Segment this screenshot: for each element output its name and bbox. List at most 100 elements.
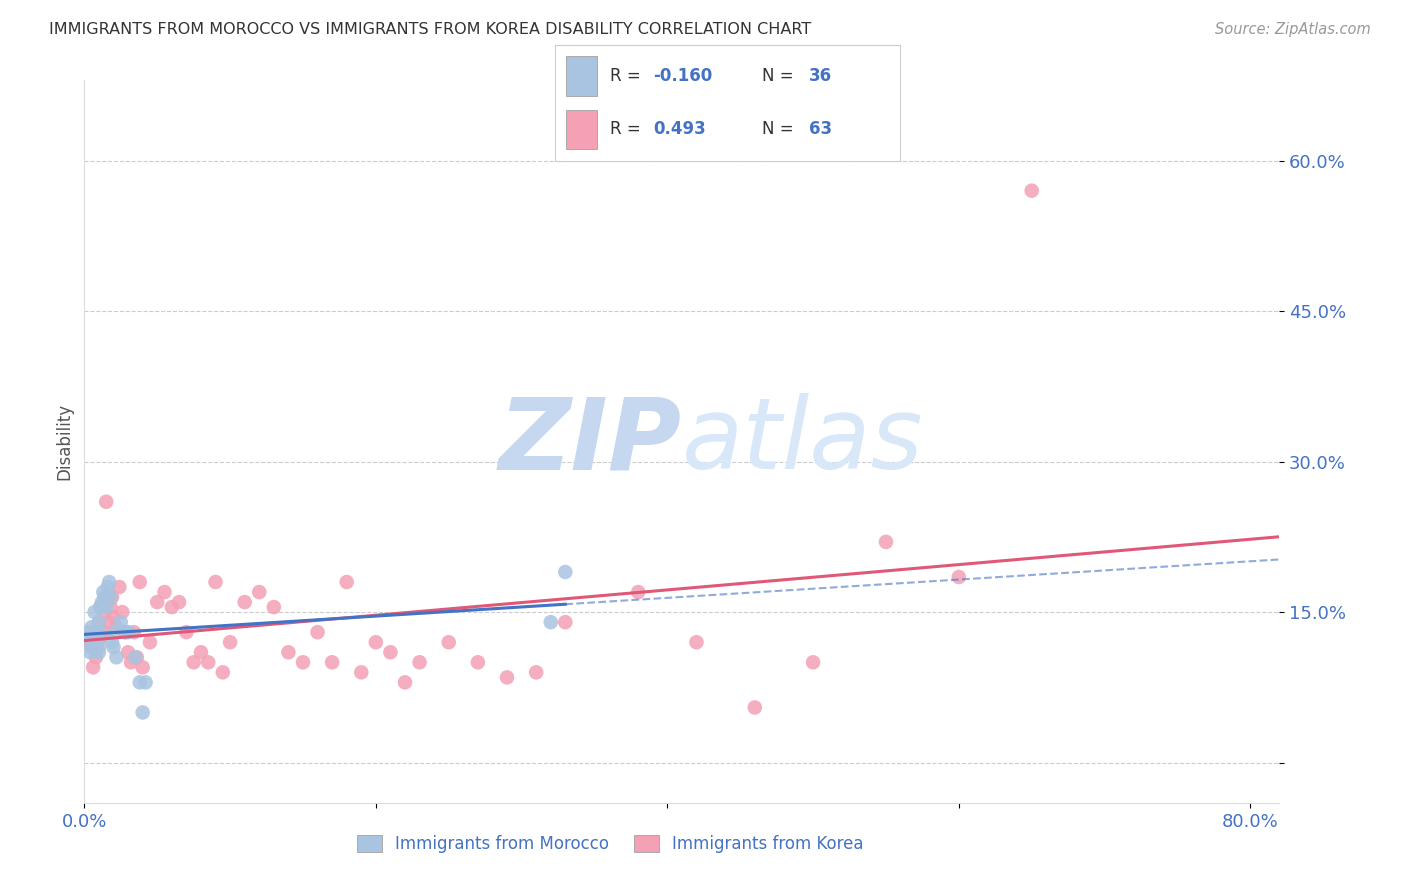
Point [117,645,139,659]
Point [1021,184,1043,198]
Point [394,675,416,690]
Point [90,630,112,644]
Point [87,645,110,659]
Text: R =: R = [610,67,647,85]
Point [104,625,127,640]
Text: ZIP: ZIP [499,393,682,490]
Point [82,660,104,674]
Point [437,635,460,649]
Point [204,575,226,590]
Point [948,570,970,584]
Point [86,635,108,649]
Point [98,575,121,590]
Point [76,625,98,640]
Point [91,605,114,619]
Point [101,590,124,604]
Text: -0.160: -0.160 [654,67,713,85]
Point [380,645,402,659]
Point [291,655,314,669]
Point [307,625,329,640]
Point [94,590,117,604]
Point [125,650,148,665]
Point [128,675,150,690]
Point [744,700,766,714]
Point [128,575,150,590]
Text: N =: N = [762,67,799,85]
Point [100,600,122,615]
Point [80,635,103,649]
Point [111,605,134,619]
Point [496,670,519,684]
Text: 36: 36 [808,67,832,85]
Point [97,580,120,594]
Point [101,635,124,649]
Point [77,635,100,649]
Point [84,650,107,665]
Point [408,655,430,669]
Point [176,625,198,640]
Point [120,655,142,669]
Point [183,655,205,669]
Point [82,625,104,640]
Point [89,600,111,615]
Point [146,595,169,609]
Point [114,625,136,640]
Point [87,615,110,630]
Point [321,655,343,669]
Text: 63: 63 [808,120,832,138]
Point [84,635,107,649]
Point [80,640,103,655]
Text: N =: N = [762,120,799,138]
Point [89,600,111,615]
Point [83,605,105,619]
Point [131,706,153,720]
Point [79,645,101,659]
Point [554,565,576,579]
Text: 0.493: 0.493 [654,120,706,138]
Point [190,645,212,659]
Point [875,535,897,549]
Point [247,585,270,599]
Point [117,625,139,640]
Point [114,625,136,640]
Point [80,640,103,655]
Point [77,630,100,644]
Point [554,615,576,630]
Point [153,585,176,599]
Point [364,635,387,649]
Point [277,645,299,659]
Point [122,625,145,640]
Point [336,575,359,590]
Point [105,650,128,665]
Point [86,630,108,644]
Point [131,660,153,674]
FancyBboxPatch shape [565,110,596,149]
Point [524,665,547,680]
Point [233,595,256,609]
Point [801,655,824,669]
Text: R =: R = [610,120,647,138]
Point [91,585,114,599]
Point [96,600,118,615]
Y-axis label: Disability: Disability [55,403,73,480]
Point [350,665,373,680]
Point [263,600,285,615]
Text: IMMIGRANTS FROM MOROCCO VS IMMIGRANTS FROM KOREA DISABILITY CORRELATION CHART: IMMIGRANTS FROM MOROCCO VS IMMIGRANTS FR… [49,22,811,37]
Point [80,620,103,634]
Point [160,600,183,615]
Point [84,640,107,655]
Point [90,595,112,609]
Point [110,615,132,630]
Point [97,590,120,604]
Point [467,655,489,669]
FancyBboxPatch shape [565,56,596,95]
Point [87,615,110,630]
Point [103,640,125,655]
Text: atlas: atlas [682,393,924,490]
Point [211,665,233,680]
Point [540,615,562,630]
Legend: Immigrants from Morocco, Immigrants from Korea: Immigrants from Morocco, Immigrants from… [350,828,870,860]
Point [98,615,121,630]
Point [135,675,157,690]
Point [627,585,650,599]
